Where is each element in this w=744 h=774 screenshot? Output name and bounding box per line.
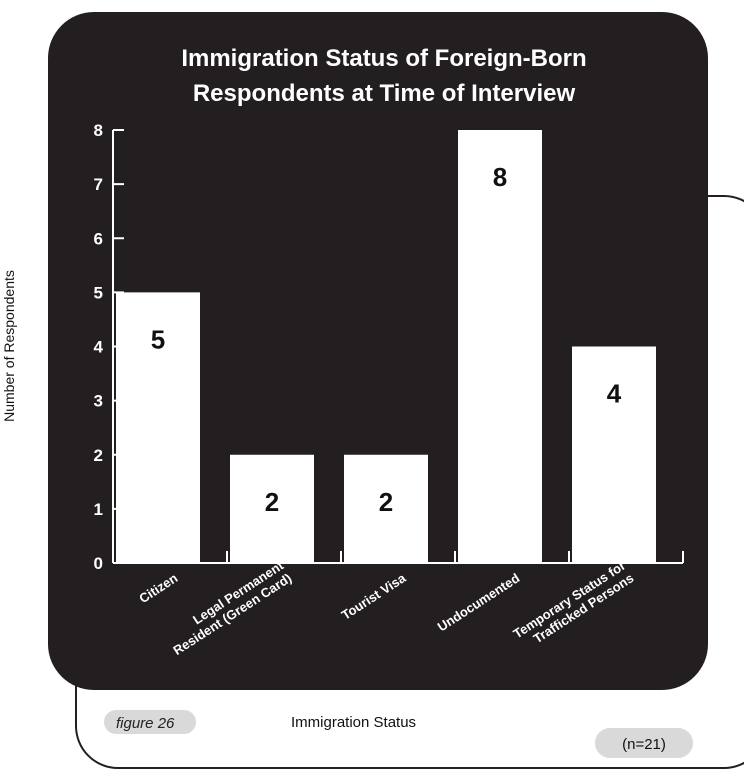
y-axis-label: Number of Respondents [1,270,17,422]
bar-value-label: 2 [379,487,393,517]
chart-title-line-2: Respondents at Time of Interview [193,80,576,107]
y-tick-label: 1 [94,500,103,519]
x-ticks [226,551,684,563]
y-tick-label: 7 [94,175,103,194]
bar-value-label: 2 [265,487,279,517]
sample-size-note: (n=21) [622,736,666,753]
y-tick-label: 4 [94,338,104,357]
x-axis-label: Immigration Status [291,714,416,731]
bars [116,130,656,563]
y-tick-label: 5 [94,283,103,302]
y-tick-label: 0 [94,554,103,573]
bar-value-label: 5 [151,324,165,354]
y-tick-label: 6 [94,229,103,248]
figure-label: figure 26 [116,715,175,732]
bar-value-label: 4 [607,379,622,409]
figure-label-pill [104,710,196,734]
chart-title-line-1: Immigration Status of Foreign-Born [181,45,586,72]
bar [230,454,314,563]
chart-panel [48,12,708,690]
data-labels: 5 2 2 8 4 [151,162,622,517]
y-tick-label: 3 [94,392,103,411]
bar-value-label: 8 [493,162,507,192]
bar [344,454,428,563]
bar [116,292,200,563]
sample-size-pill [595,728,693,758]
bar [572,346,656,563]
y-tick-label: 8 [94,121,103,140]
bar [458,130,542,563]
y-tick-label: 2 [94,446,103,465]
